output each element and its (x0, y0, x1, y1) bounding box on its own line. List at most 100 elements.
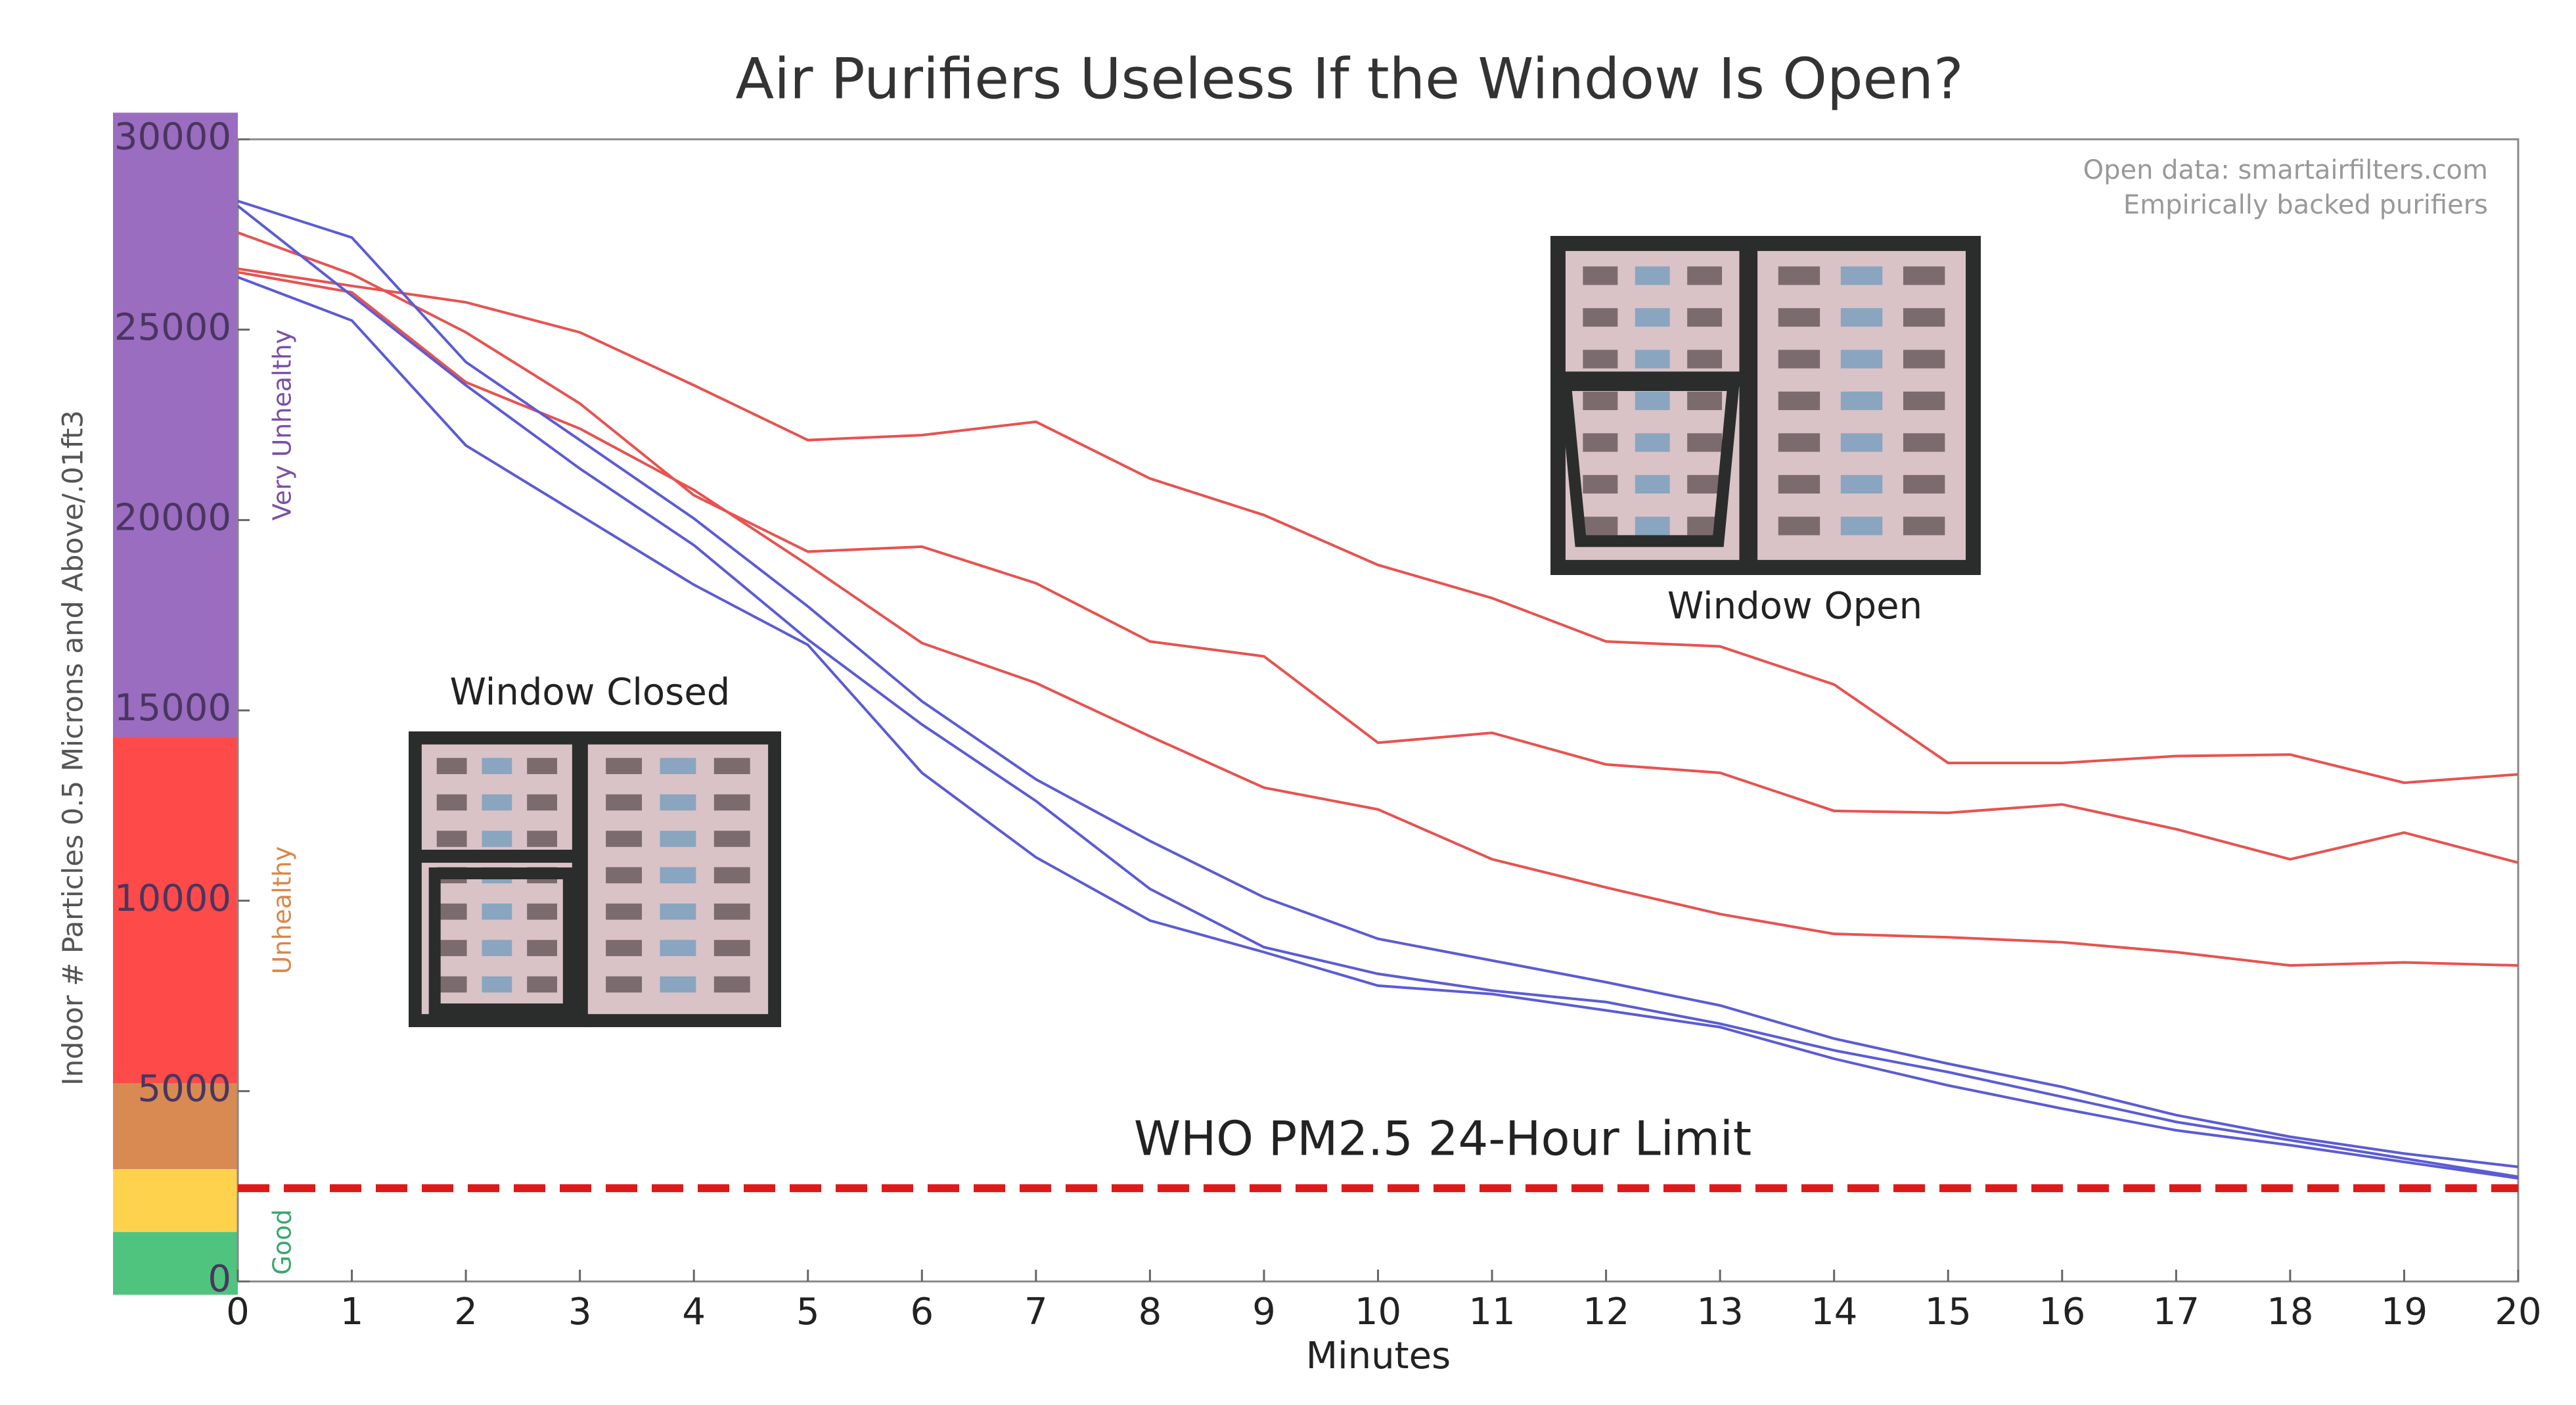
x-tick-label: 4 (682, 1291, 706, 1333)
series-line (237, 271, 2519, 967)
photo-building-window (1635, 308, 1670, 327)
photo-building-window (1583, 517, 1618, 536)
window-photo (1550, 236, 1981, 575)
photo-building-window (1903, 308, 1945, 327)
photo-building-window (660, 940, 696, 956)
x-tick-label: 12 (1583, 1291, 1629, 1333)
photo-sash (1559, 379, 1740, 547)
band-label: Unhealthy (268, 846, 297, 975)
x-tick-label: 10 (1355, 1291, 1401, 1333)
photo-building-window (1903, 433, 1945, 452)
photo-building-window (482, 758, 512, 774)
y-tick-label: 15000 (114, 687, 231, 729)
y-tick-label: 25000 (114, 306, 231, 349)
photo-caption: Window Open (1667, 585, 1922, 628)
photo-building-window (1840, 308, 1883, 327)
photo-building-window (660, 794, 696, 811)
photo-building-window (1687, 308, 1723, 327)
photo-building-window (1903, 474, 1945, 494)
photo-building-window (606, 794, 643, 811)
photo-building-window (527, 940, 558, 956)
source-note: Open data: smartairfilters.com (2083, 155, 2488, 185)
photo-sash (428, 867, 575, 1015)
photo-building-window (1635, 391, 1670, 411)
photo-building-window (1635, 266, 1670, 285)
x-axis-label: Minutes (1306, 1335, 1451, 1377)
aqi-band (113, 1083, 238, 1170)
photo-building-window (1778, 308, 1820, 327)
aqi-band (113, 737, 238, 1084)
y-tick-label: 30000 (114, 116, 231, 158)
photo-building-window (1903, 266, 1945, 285)
x-tick-label: 19 (2381, 1291, 2428, 1333)
photo-building-window (482, 903, 512, 920)
photo-building-window (713, 976, 750, 993)
photo-building-window (1840, 266, 1883, 285)
photo-building-window (713, 867, 750, 884)
photo-building-window (1778, 474, 1820, 494)
aqi-band (113, 112, 238, 737)
photo-building-window (527, 831, 558, 847)
photo-building-window (1635, 433, 1670, 452)
x-tick-label: 11 (1468, 1291, 1515, 1333)
series-line (237, 199, 2519, 1168)
photo-building-window (482, 794, 512, 811)
x-tick-label: 3 (568, 1291, 592, 1333)
photo-mullion (1739, 236, 1758, 575)
photo-building-window (1583, 474, 1618, 494)
photo-building-window (660, 903, 696, 920)
source-note: Empirically backed purifiers (2123, 190, 2488, 220)
photo-building-window (606, 867, 643, 884)
aqi-band (113, 1169, 238, 1232)
photo-building-window (713, 903, 750, 920)
window-photo (409, 731, 781, 1027)
photo-building-window (1778, 517, 1820, 536)
band-label: Very Unhealthy (268, 329, 297, 520)
photo-building-window (1583, 433, 1618, 452)
photo-building-window (436, 794, 467, 811)
x-tick-label: 1 (340, 1291, 364, 1333)
x-tick-label: 16 (2039, 1291, 2085, 1333)
y-tick-label: 20000 (114, 496, 231, 539)
photo-building-window (660, 867, 696, 884)
photo-building-window (1903, 391, 1945, 411)
series-line (237, 231, 2519, 864)
photo-building-window (436, 831, 467, 847)
photo-building-window (527, 794, 558, 811)
photo-building-window (527, 903, 558, 920)
x-tick-label: 18 (2267, 1291, 2313, 1333)
x-tick-label: 0 (226, 1291, 250, 1333)
photo-building-window (713, 794, 750, 811)
photo-building-window (1687, 391, 1723, 411)
photo-building-window (660, 831, 696, 847)
y-tick-label: 0 (208, 1258, 231, 1301)
photo-building-window (1778, 433, 1820, 452)
photo-building-window (436, 758, 467, 774)
photo-building-window (436, 940, 467, 956)
photo-caption: Window Closed (450, 671, 731, 714)
photo-building-window (1778, 266, 1820, 285)
photo-building-window (1583, 350, 1618, 369)
x-tick-label: 13 (1697, 1291, 1744, 1333)
y-axis-label: Indoor # Particles 0.5 Microns and Above… (57, 410, 90, 1086)
photo-building-window (1583, 308, 1618, 327)
photo-building-window (1687, 266, 1723, 285)
photo-building-window (1687, 350, 1723, 369)
y-tick-label: 10000 (114, 877, 231, 920)
x-tick-label: 2 (454, 1291, 478, 1333)
photo-building-window (606, 903, 643, 920)
photo-building-window (606, 976, 643, 993)
photo-mullion (572, 731, 588, 1027)
x-tick-label: 14 (1811, 1291, 1857, 1333)
x-tick-label: 6 (910, 1291, 934, 1333)
x-tick-label: 8 (1139, 1291, 1162, 1333)
photo-building-window (713, 758, 750, 774)
x-tick-label: 15 (1925, 1291, 1972, 1333)
photo-building-window (1840, 517, 1883, 536)
y-tick-label: 5000 (137, 1067, 231, 1110)
chart-title: Air Purifiers Useless If the Window Is O… (735, 46, 1963, 112)
photo-building-window (660, 976, 696, 993)
photo-building-window (1635, 517, 1670, 536)
